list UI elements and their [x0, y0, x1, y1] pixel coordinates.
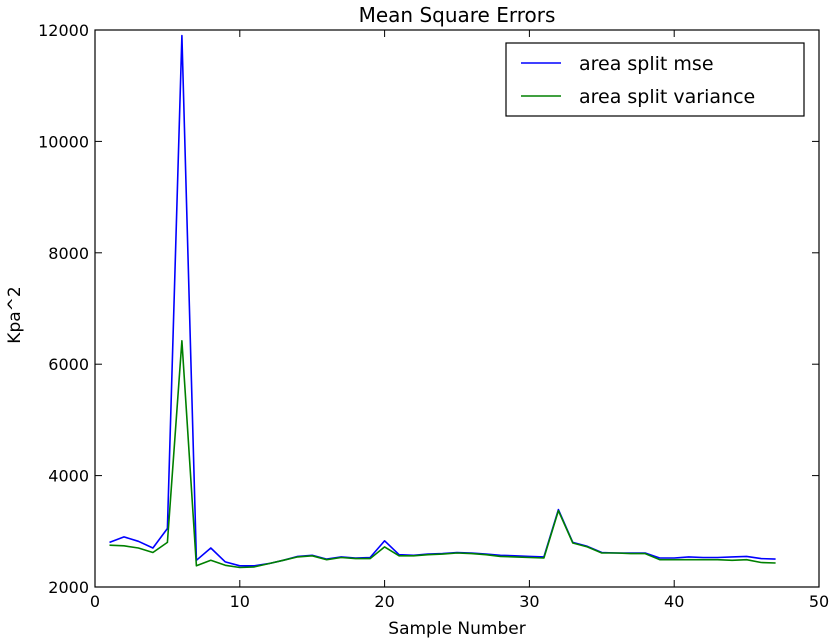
- y-tick-label: 4000: [48, 467, 89, 486]
- x-tick-label: 0: [90, 592, 100, 611]
- y-tick-label: 6000: [48, 355, 89, 374]
- x-tick-label: 50: [809, 592, 829, 611]
- y-tick-label: 12000: [38, 21, 89, 40]
- y-tick-label: 8000: [48, 244, 89, 263]
- x-tick-label: 20: [374, 592, 394, 611]
- plot-area: 0 10 20 30 40 50 2000 4000 6000 8000 10000 12000 are…: [38, 21, 829, 611]
- x-tick-label: 30: [519, 592, 539, 611]
- y-tick-label: 2000: [48, 578, 89, 597]
- series-line-2: [109, 339, 776, 569]
- plot-frame: [94, 29, 820, 588]
- chart-title: Mean Square Errors: [359, 3, 556, 27]
- y-tick-label: 10000: [38, 132, 89, 151]
- x-axis-label: Sample Number: [388, 619, 525, 639]
- x-tick-label: 10: [230, 592, 250, 611]
- y-axis-label: Kpa^2: [5, 286, 25, 343]
- legend-box: [505, 42, 805, 117]
- legend-label: area split mse: [579, 53, 714, 75]
- legend-label: area split variance: [579, 86, 755, 108]
- x-tick-label: 40: [664, 592, 684, 611]
